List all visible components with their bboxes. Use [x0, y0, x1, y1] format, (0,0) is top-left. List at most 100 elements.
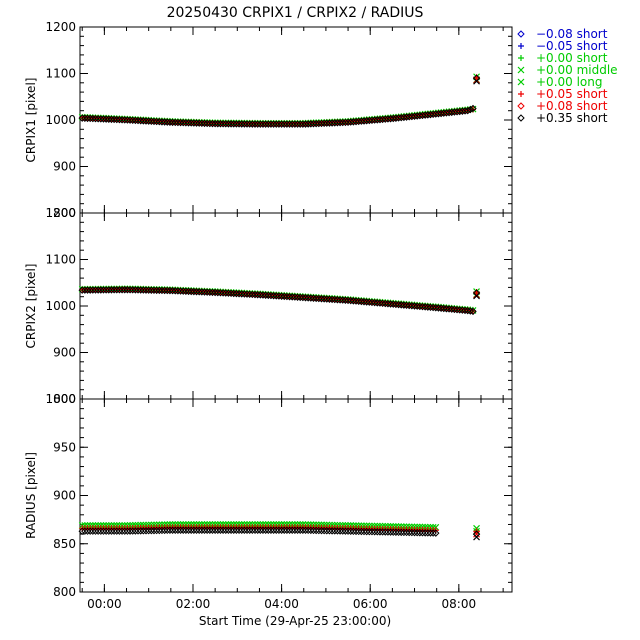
data-point [408, 112, 416, 121]
data-point [123, 116, 132, 124]
data-point [195, 526, 203, 534]
data-point [413, 112, 421, 120]
data-point [323, 527, 331, 535]
data-point [285, 526, 294, 534]
data-point [115, 527, 124, 535]
data-point [99, 115, 108, 123]
data-point [219, 289, 227, 297]
data-point [344, 296, 352, 305]
data-point [272, 526, 280, 534]
data-point [152, 526, 161, 535]
data-point [158, 286, 166, 295]
data-point [339, 527, 347, 535]
data-point [176, 118, 185, 127]
data-point [131, 527, 140, 535]
data-point [402, 528, 411, 537]
x-tick-label: 02:00 [176, 597, 211, 611]
data-point [291, 120, 299, 128]
data-point [426, 110, 435, 119]
data-point [331, 527, 339, 535]
data-point [123, 527, 132, 535]
data-point [386, 300, 395, 308]
data-point [386, 115, 395, 123]
data-point [362, 117, 371, 125]
data-point [434, 110, 443, 118]
data-point [336, 527, 344, 535]
data-point [426, 303, 435, 312]
data-point [410, 302, 419, 310]
data-point [184, 526, 193, 534]
data-point [275, 292, 283, 300]
data-point [392, 300, 400, 309]
data-point [301, 526, 310, 534]
data-point [134, 116, 142, 125]
data-point [328, 527, 336, 535]
data-point [408, 302, 416, 310]
data-point [144, 527, 153, 535]
y-tick-label: 1100 [45, 67, 76, 81]
data-point [368, 298, 376, 307]
x-tick-label: 06:00 [353, 597, 388, 611]
data-point [94, 286, 102, 294]
data-point [405, 301, 413, 310]
data-point [424, 529, 432, 537]
data-point [203, 119, 211, 128]
data-point [126, 116, 134, 124]
data-point [206, 526, 214, 534]
data-point [184, 287, 193, 296]
legend-label: +0.00 long [536, 75, 603, 89]
data-point [179, 119, 187, 127]
data-point [291, 293, 299, 301]
data-point [121, 286, 129, 294]
data-point [333, 119, 342, 127]
data-point [235, 120, 243, 128]
data-point [317, 295, 326, 303]
data-point [381, 299, 389, 308]
data-point [150, 117, 158, 126]
data-point [97, 115, 105, 123]
data-point [333, 527, 342, 535]
data-point [240, 290, 249, 298]
data-point [344, 118, 352, 127]
data-point [405, 113, 413, 121]
data-point [473, 77, 480, 85]
data-point [230, 526, 238, 534]
data-point [192, 288, 201, 296]
data-point [198, 526, 206, 534]
data-point [384, 528, 392, 536]
data-point [458, 107, 467, 115]
data-point [418, 302, 427, 311]
data-point [238, 120, 246, 128]
data-point [243, 290, 251, 298]
data-point [381, 528, 389, 536]
data-point [400, 301, 408, 309]
data-point [288, 526, 296, 534]
data-point [232, 526, 241, 534]
data-point [315, 294, 323, 303]
data-point [136, 527, 145, 535]
data-point [227, 120, 235, 128]
legend-marker [517, 102, 525, 110]
data-point [134, 527, 142, 535]
data-point [78, 527, 86, 535]
data-point [309, 120, 318, 128]
data-point [158, 526, 166, 535]
data-point [206, 119, 214, 128]
data-point [336, 118, 344, 127]
panel-1: 800 900 1000 1100 1200 CRPIX1 [pixel] [24, 20, 513, 220]
data-point [341, 296, 350, 304]
data-point [214, 526, 222, 534]
data-point [216, 289, 225, 297]
data-point [410, 528, 419, 537]
legend-label: +0.08 short [536, 99, 608, 113]
data-point [333, 296, 342, 304]
data-point [81, 114, 89, 122]
data-point [86, 286, 94, 294]
data-point [269, 120, 278, 128]
data-point [402, 113, 411, 121]
data-point [352, 297, 360, 305]
data-point [320, 295, 328, 303]
data-point [272, 292, 280, 300]
data-point [291, 526, 299, 534]
data-point [118, 286, 126, 294]
